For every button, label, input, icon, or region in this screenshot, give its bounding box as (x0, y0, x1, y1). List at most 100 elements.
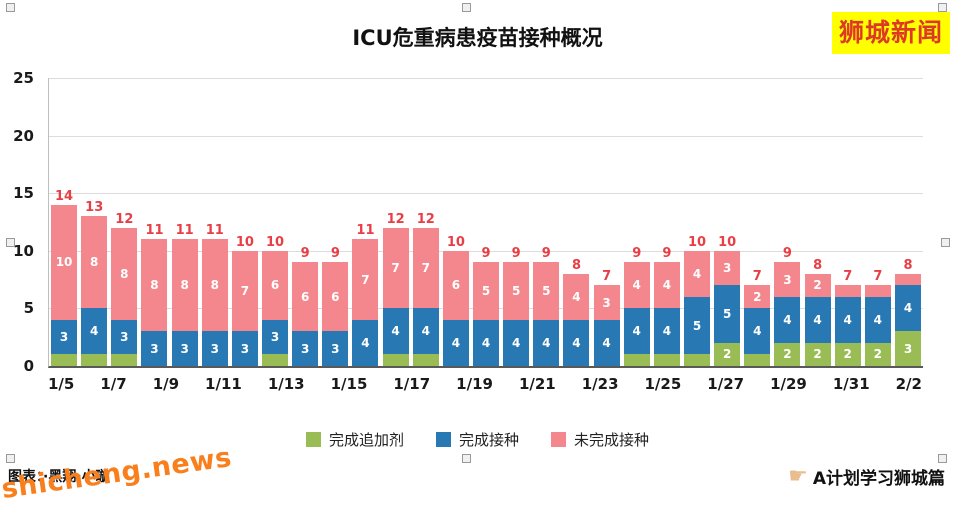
selection-handle-bottom-left[interactable] (6, 454, 15, 463)
bar-segment-unvaccinated: 5 (503, 262, 530, 320)
bar-segment-unvaccinated: 3 (593, 285, 620, 320)
bars: 14 10 3 13 8 4 12 8 3 11 8 3 11 8 3 11 8 3 10 7 3 10 6 3 9 6 3 9 6 3 1… (49, 78, 923, 366)
y-tick-label: 5 (23, 299, 34, 318)
x-tick-label (493, 375, 519, 393)
legend: 完成追加剂 完成接种 未完成接种 (0, 429, 955, 450)
bar-total-label: 9 (330, 246, 340, 262)
bar-segment-vaccinated: 5 (714, 285, 741, 343)
selection-handle-top-left[interactable] (6, 3, 15, 12)
x-tick-label (870, 375, 896, 393)
bar-total-label: 7 (843, 269, 853, 285)
legend-swatch-unvaccinated (551, 432, 566, 447)
x-tick-label: 2/2 (895, 375, 922, 393)
bar-segment-unvaccinated: 4 (623, 262, 650, 309)
bar-segment-unvaccinated: 4 (684, 250, 711, 297)
bar-segment-vaccinated: 4 (382, 308, 409, 355)
bar-segment-vaccinated: 5 (684, 296, 711, 355)
bar-total-label: 7 (602, 269, 612, 285)
bar-1/26: 10 4 5 (682, 78, 712, 366)
gridline (49, 193, 923, 195)
bar-segment-booster (262, 354, 289, 366)
bar-segment-vaccinated: 3 (141, 331, 168, 366)
x-tick-label (367, 375, 393, 393)
x-tick-label: 1/23 (581, 375, 619, 393)
x-tick-label (179, 375, 205, 393)
legend-item-unvaccinated: 未完成接种 (551, 429, 649, 450)
x-tick-label: 1/9 (152, 375, 180, 393)
x-tick-label: 1/7 (100, 375, 127, 393)
bar-segment-booster: 2 (864, 342, 891, 366)
bar-segment-unvaccinated: 6 (322, 262, 349, 332)
selection-handle-top-center[interactable] (462, 3, 471, 12)
bar-segment-booster (51, 354, 78, 366)
bar-segment-booster (111, 354, 138, 366)
bar-segment-unvaccinated: 10 (51, 204, 78, 320)
x-tick-label (807, 375, 833, 393)
site-logo: 狮城新闻 (831, 12, 950, 55)
selection-handle-bottom-right[interactable] (938, 454, 947, 463)
bar-segment-booster: 2 (714, 342, 741, 366)
bar-segment-vaccinated: 3 (231, 331, 258, 366)
bar-total-label: 14 (55, 188, 74, 204)
bar-total-label: 9 (511, 246, 521, 262)
bar-segment-vaccinated: 4 (352, 319, 379, 366)
bar-total-label: 8 (903, 257, 913, 273)
selection-handle-mid-right[interactable] (941, 238, 950, 247)
bar-segment-unvaccinated (895, 273, 921, 286)
gridline (49, 250, 923, 252)
bar-segment-unvaccinated: 8 (111, 227, 138, 320)
bar-segment-unvaccinated: 7 (352, 239, 379, 320)
bar-segment-vaccinated: 4 (895, 285, 921, 332)
bar-segment-booster (684, 354, 711, 366)
bar-segment-vaccinated: 4 (442, 319, 469, 366)
bar-segment-vaccinated: 4 (864, 296, 891, 343)
bar-total-label: 9 (300, 246, 310, 262)
bar-total-label: 13 (85, 200, 104, 216)
y-tick-label: 25 (13, 69, 34, 87)
bar-segment-vaccinated: 4 (623, 308, 650, 355)
bar-segment-booster (653, 354, 680, 366)
bar-segment-unvaccinated: 6 (262, 250, 289, 320)
bar-segment-vaccinated: 3 (201, 331, 228, 366)
legend-label-booster: 完成追加剂 (328, 431, 404, 449)
bar-total-label: 9 (481, 246, 491, 262)
legend-label-vaccinated: 完成接种 (458, 431, 519, 449)
bar-total-label: 10 (718, 234, 737, 250)
x-tick-label: 1/21 (518, 375, 556, 393)
bar-segment-unvaccinated (834, 285, 861, 297)
y-tick-label: 15 (13, 184, 34, 203)
bar-total-label: 9 (782, 246, 792, 262)
bar-total-label: 12 (115, 211, 134, 227)
gridline (49, 78, 923, 79)
bar-segment-vaccinated: 4 (503, 319, 530, 366)
bar-segment-unvaccinated: 4 (653, 262, 680, 309)
bar-segment-booster (382, 354, 409, 366)
bar-total-label: 11 (356, 223, 375, 239)
x-tick-label (305, 375, 331, 393)
selection-handle-bottom-center[interactable] (462, 454, 471, 463)
social-handle: ☛ A计划学习狮城篇 (788, 464, 945, 489)
bar-segment-vaccinated: 4 (593, 319, 620, 366)
bar-segment-unvaccinated: 8 (81, 216, 108, 309)
bar-1/18: 10 6 4 (441, 78, 471, 366)
bar-1/15: 11 7 4 (350, 78, 380, 366)
bar-segment-unvaccinated: 6 (292, 262, 319, 332)
bar-total-label: 11 (205, 223, 224, 239)
x-tick-label (556, 375, 582, 393)
x-tick-label: 1/19 (456, 375, 493, 393)
bar-total-label: 10 (235, 234, 254, 250)
plot-area: 14 10 3 13 8 4 12 8 3 11 8 3 11 8 3 11 8 3 10 7 3 10 6 3 9 6 3 9 6 3 1… (48, 78, 923, 368)
selection-handle-top-right[interactable] (938, 3, 947, 12)
legend-label-unvaccinated: 未完成接种 (574, 431, 650, 449)
selection-handle-mid-left[interactable] (6, 238, 15, 247)
chart-title: ICU危重病患疫苗接种概况 (352, 26, 603, 50)
bar-segment-vaccinated: 4 (81, 308, 108, 355)
bar-total-label: 8 (813, 257, 823, 273)
